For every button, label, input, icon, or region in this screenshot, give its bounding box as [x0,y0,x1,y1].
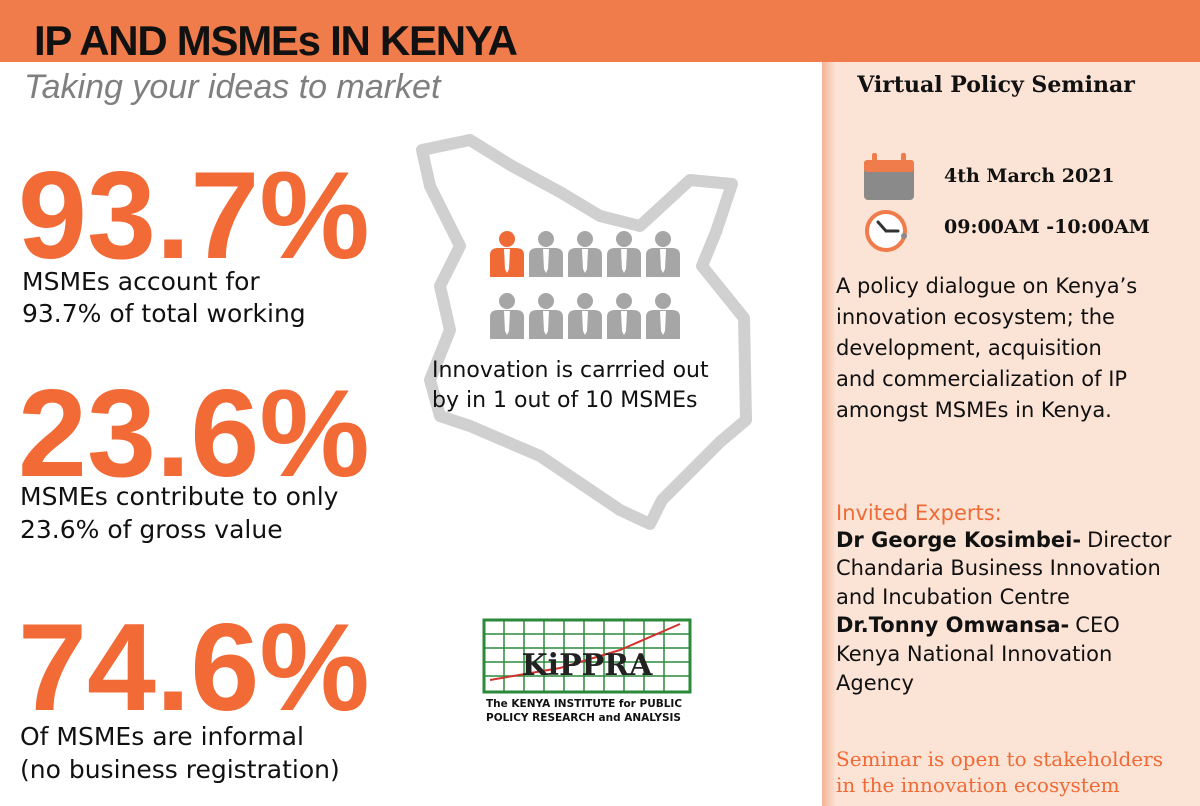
stat-caption: 23.6% of gross value [20,515,283,544]
header-bar [0,0,1200,62]
seminar-time: 09:00AM -10:00AM [944,216,1150,238]
person-icon [529,293,563,339]
logo: KiPPRA The KENYA INSTITUTE for PUBLIC PO… [482,618,692,724]
expert-line: Chandaria Business Innovation [836,556,1161,580]
seminar-date: 4th March 2021 [944,165,1115,187]
person-icon [607,231,641,277]
innovation-line: by in 1 out of 10 MSMEs [432,388,698,413]
expert-header: Dr.Tonny Omwansa- CEO [836,613,1120,637]
expert-line: and Incubation Centre [836,585,1070,609]
stat-caption: Of MSMEs are informal [20,722,304,751]
stat-caption: MSMEs contribute to only [20,482,339,511]
person-icon [568,293,602,339]
logo-name: KiPPRA [522,648,654,683]
innovation-line: Innovation is carrried out [432,358,709,383]
person-icon [568,231,602,277]
stats: 93.7% 23.6% 74.6% [18,147,370,737]
person-icon [646,293,680,339]
expert-role: Director [1087,528,1172,552]
title: IP AND MSMEs IN KENYA [34,17,518,64]
stat-value: 74.6% [18,599,370,737]
description-line: A policy dialogue on Kenya’s [836,274,1137,298]
stat-value: 23.6% [18,365,370,503]
clock-icon [865,210,907,252]
subtitle: Taking your ideas to market [24,68,442,106]
expert-role: CEO [1075,613,1119,637]
expert-name: Dr.Tonny Omwansa- [836,613,1069,637]
description-line: innovation ecosystem; the [836,305,1115,329]
description-line: and commercialization of IP [836,367,1127,391]
calendar-icon [864,153,914,200]
logo-line: POLICY RESEARCH and ANALYSIS [486,712,681,724]
seminar-note: Seminar is open to stakeholders in the i… [836,747,1163,797]
innovation-text: Innovation is carrried out by in 1 out o… [432,358,709,413]
person-icon [490,231,524,277]
seminar-title: Virtual Policy Seminar [856,72,1135,98]
stat-caption: (no business registration) [20,755,340,784]
stat-caption: MSMEs account for [22,267,260,296]
panel-edge [822,62,836,806]
kenya-map [416,134,752,530]
person-icon [529,231,563,277]
logo-line: The KENYA INSTITUTE for PUBLIC [486,698,682,710]
note-line: Seminar is open to stakeholders [836,747,1163,771]
description-line: amongst MSMEs in Kenya. [836,398,1112,422]
people-icons [490,231,680,339]
note-line: in the innovation ecosystem [836,773,1120,797]
seminar-description: A policy dialogue on Kenya’s innovation e… [836,274,1137,422]
stat-value: 93.7% [18,147,370,285]
experts: Dr George Kosimbei- Director Chandaria Bu… [836,528,1172,695]
person-icon [490,293,524,339]
experts-heading: Invited Experts: [836,501,1002,525]
stat-captions: MSMEs account for 93.7% of total working… [20,267,340,784]
expert-line: Agency [836,671,914,695]
person-icon [646,231,680,277]
description-line: development, acquisition [836,336,1102,360]
expert-header: Dr George Kosimbei- Director [836,528,1172,552]
expert-name: Dr George Kosimbei- [836,528,1081,552]
person-icon [607,293,641,339]
expert-line: Kenya National Innovation [836,642,1112,666]
stat-caption: 93.7% of total working [22,299,306,328]
